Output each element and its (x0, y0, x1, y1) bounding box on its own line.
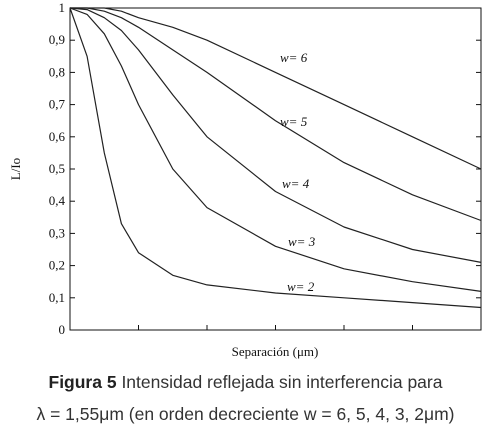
caption-line-1: Figura 5 Intensidad reflejada sin interf… (0, 372, 491, 393)
y-tick-label: 0,7 (49, 97, 66, 112)
curve-label: w= 6 (280, 50, 308, 65)
y-tick-label: 1 (59, 0, 66, 15)
caption-line-2: λ = 1,55μm (en orden decreciente w = 6, … (36, 404, 455, 424)
curve-label: w= 2 (287, 279, 315, 294)
plot-frame (69, 7, 482, 331)
chart: Separación (μm) L/Io 0 0,1 0,2 0,3 0,4 0,5 0,6… (8, 0, 482, 359)
x-axis-label: Separación (μm) (232, 344, 319, 359)
y-tick-label: 0,1 (49, 290, 65, 305)
y-tick-label: 0 (59, 322, 66, 337)
y-tick-label: 0,4 (49, 193, 66, 208)
curve (69, 7, 482, 263)
curve-label: w= 4 (282, 176, 310, 191)
curve (69, 7, 482, 309)
y-tick-label: 0,5 (49, 161, 65, 176)
y-tick-label: 0,9 (49, 32, 65, 47)
y-tick-label: 0,3 (49, 225, 65, 240)
caption-label: Figura 5 (48, 372, 117, 392)
caption-text: Intensidad reflejada sin interferencia p… (116, 372, 443, 392)
y-axis-label: L/Io (8, 158, 23, 180)
curve (70, 7, 482, 170)
curve (70, 7, 482, 222)
curve-label: w= 3 (288, 234, 316, 249)
y-tick-label: 0,2 (49, 258, 65, 273)
y-tick-label: 0,6 (49, 129, 66, 144)
curve (69, 7, 482, 292)
curve-label: w= 5 (280, 114, 308, 129)
y-tick-label: 0,8 (49, 64, 65, 79)
